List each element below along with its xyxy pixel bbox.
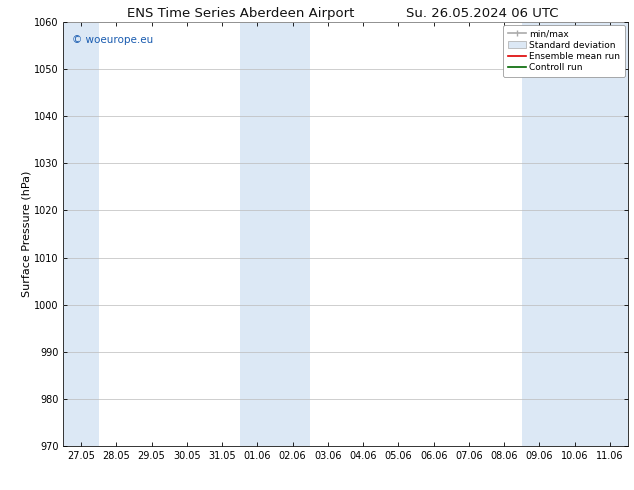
Y-axis label: Surface Pressure (hPa): Surface Pressure (hPa): [21, 171, 31, 297]
Bar: [522, 22, 628, 446]
Bar: [63, 22, 99, 446]
Text: ENS Time Series Aberdeen Airport: ENS Time Series Aberdeen Airport: [127, 7, 354, 21]
Legend: min/max, Standard deviation, Ensemble mean run, Controll run: min/max, Standard deviation, Ensemble me…: [503, 25, 625, 76]
Text: Su. 26.05.2024 06 UTC: Su. 26.05.2024 06 UTC: [406, 7, 558, 21]
Text: © woeurope.eu: © woeurope.eu: [72, 35, 153, 45]
Bar: [240, 22, 310, 446]
